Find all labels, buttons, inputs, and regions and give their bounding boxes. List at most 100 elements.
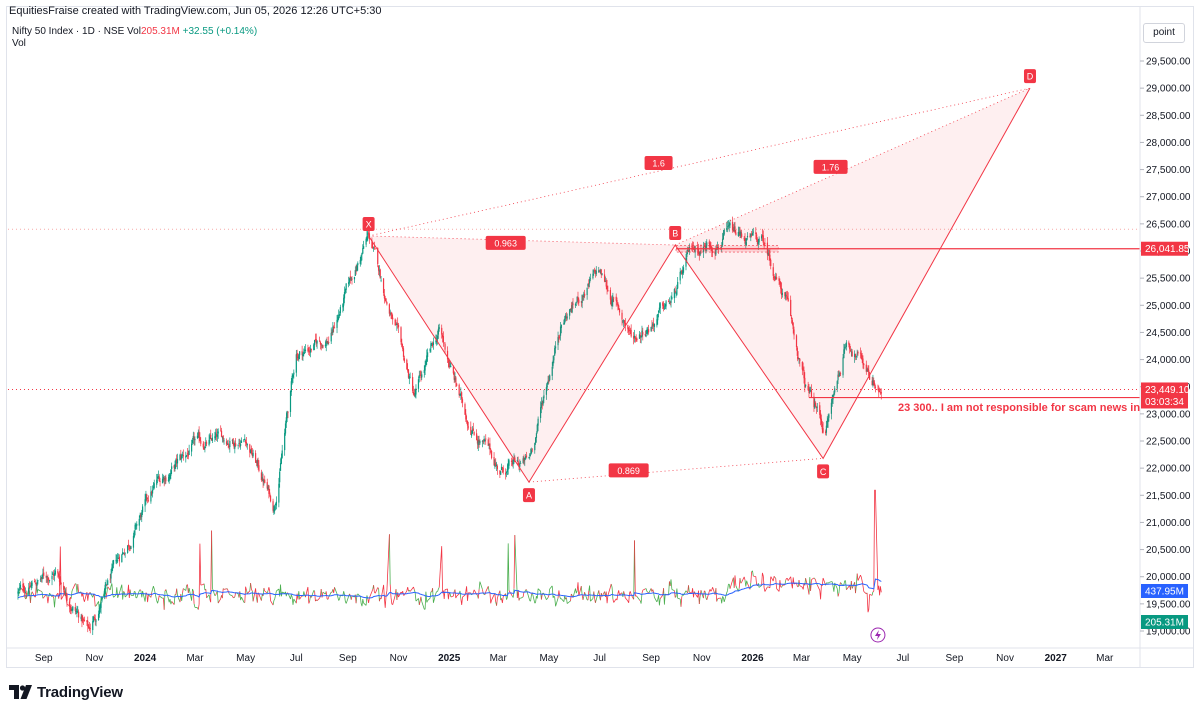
candle-body [419,374,421,376]
candle-body [599,269,602,274]
candle-body [141,512,143,518]
candle-body [243,439,245,442]
candle-body [187,453,189,457]
candle-body [331,332,333,333]
candle-body [493,457,495,466]
tradingview-logo[interactable]: TradingView [9,682,123,702]
candle-body [298,355,300,360]
candle-body [161,478,164,484]
candle-body [389,314,391,316]
volume-last-tag-text: 205.31M [1145,618,1184,629]
candle-body [320,343,322,345]
candle-body [297,356,299,358]
candle-body [553,356,555,361]
candle-body [461,392,463,399]
candle-body [304,349,306,351]
axes: 29,500.00 29,000.00 28,500.00 28,000.00 27,5… [6,6,1194,668]
candle-body [629,329,631,331]
candle-body [436,335,439,340]
candle-body [140,514,142,518]
price-change: +32.55 (+0.14%) [182,26,258,37]
candle-body [76,611,78,613]
candle-body [151,489,154,494]
volume-legend[interactable]: Vol [12,38,26,49]
candle-body [845,342,847,348]
candle-body [531,449,533,451]
candle-body [580,301,582,303]
candle-body [103,590,105,597]
candle-body [89,628,91,630]
candle-body [575,301,577,303]
scale-mode-button[interactable]: point [1143,23,1185,43]
annotation-note[interactable]: 23 300.. I am not responsible for scam n… [898,402,1140,414]
candle-body [470,426,472,435]
range-box [675,245,779,253]
candle-body [309,351,311,353]
candle-body [235,443,237,447]
candle-body [454,377,456,381]
symbol-legend[interactable]: Nifty 50 Index · 1D · NSE Vol205.31M +32… [12,26,257,37]
candle-body [501,467,503,469]
candle-body [356,265,358,272]
candle-body [264,479,266,484]
candle-body [354,270,356,276]
candle-body [77,611,79,613]
candle-body [431,342,433,345]
candle-body [716,247,719,249]
candle-body [122,552,125,554]
candle-body [135,525,137,527]
candle-body [768,253,770,256]
candle-body [289,390,292,412]
candle-body [483,439,485,441]
candle-body [869,375,871,380]
candle-body [52,574,54,575]
candle-body [740,232,742,237]
candle-body [127,544,130,547]
candle-body [438,327,440,330]
candle-body [737,231,739,236]
candle-body [371,240,373,249]
price-chart[interactable]: X A B C D 0.963 0.869 1.6 1.76 29,500.00 29,000.0… [0,0,1200,670]
ratio-label: 1.76 [822,162,840,172]
candle-body [466,420,468,422]
candle-body [635,337,637,339]
candle-body [54,570,56,575]
candle-body [99,607,101,610]
candle-body [107,580,109,586]
candle-body [456,383,458,386]
candle-body [490,450,492,452]
candle-body [367,232,369,236]
candle-body [244,438,246,440]
candle-body [19,587,21,589]
candle-body [583,293,585,298]
candle-body [385,298,387,302]
candle-body [804,377,806,388]
candle-body [406,359,408,369]
candle-body [17,591,19,594]
candle-body [615,296,617,301]
candle-body [23,587,25,591]
candle-body [571,305,573,313]
x-tick-label: Mar [186,653,204,664]
candle-body [828,414,830,418]
candle-body [163,478,165,481]
candle-body [651,325,653,327]
candle-body [60,582,62,585]
candle-body [365,238,367,245]
candle-body [174,464,176,470]
candle-body [879,392,882,394]
candle-body [59,580,61,583]
candle-body [181,455,183,459]
candle-body [546,385,548,388]
candle-body [761,234,764,237]
candle-body [401,342,403,347]
candle-body [133,530,135,537]
candle-body [685,257,687,267]
candle-body [83,619,86,622]
candle-body [639,334,641,338]
candle-body [455,377,457,383]
candle-body [838,375,840,377]
candle-body [650,327,652,331]
candle-body [258,465,260,472]
candle-body [269,495,272,502]
